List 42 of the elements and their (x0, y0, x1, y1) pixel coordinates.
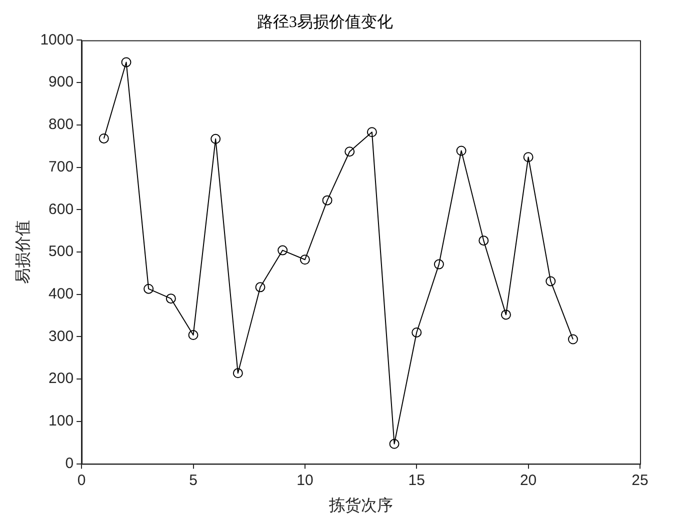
point (366, 127, 377, 138)
point (568, 334, 578, 344)
point (389, 438, 400, 449)
y-tick-label: 100 (48, 412, 74, 430)
point (434, 259, 444, 270)
point (278, 245, 288, 256)
y-tick-label: 700 (48, 158, 74, 176)
point (322, 195, 332, 206)
point (210, 134, 221, 144)
point (166, 294, 176, 304)
y-tick-label: 300 (48, 328, 74, 345)
point (300, 254, 310, 265)
y-tick-label: 200 (48, 370, 74, 388)
point (144, 284, 154, 294)
point (500, 310, 511, 320)
y-tick-label: 0 (65, 454, 74, 472)
x-axis-title: 拣货次序 (328, 496, 393, 515)
y-tick-label: 400 (48, 286, 74, 302)
point (546, 276, 556, 286)
y-tick-label: 500 (48, 243, 74, 260)
point (255, 282, 266, 292)
point (232, 368, 243, 378)
x-tick-label: 5 (189, 472, 198, 489)
point (412, 327, 422, 338)
y-tick-label: 1000 (40, 31, 74, 48)
x-tick-label: 0 (77, 472, 86, 489)
x-tick-label: 10 (296, 472, 314, 489)
chart-title: 路径3易损价值变化 (257, 12, 393, 31)
y-tick-label: 600 (48, 200, 74, 218)
point (523, 152, 534, 162)
y-tick-label: 800 (48, 116, 74, 134)
point (456, 146, 466, 156)
y-axis-title: 易损价值 (14, 220, 32, 284)
point (188, 330, 198, 340)
point (478, 236, 489, 246)
y-tick-label: 900 (48, 74, 74, 91)
point (98, 133, 109, 144)
x-tick-label: 20 (520, 472, 537, 489)
x-tick-label: 15 (408, 472, 425, 489)
point (121, 57, 132, 68)
x-tick-label: 25 (632, 472, 648, 489)
point (344, 146, 355, 157)
